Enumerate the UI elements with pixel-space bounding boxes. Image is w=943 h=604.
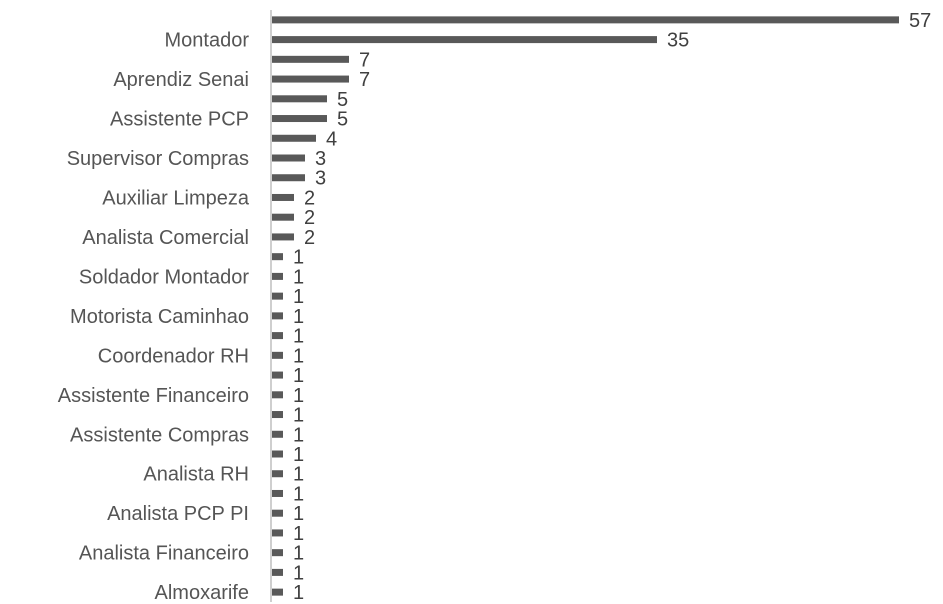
bar — [272, 509, 283, 517]
bar — [272, 16, 899, 24]
bar — [272, 233, 294, 241]
data-label: 3 — [315, 148, 326, 170]
data-label: 7 — [359, 49, 370, 71]
bar — [272, 253, 283, 261]
bar — [272, 332, 283, 340]
data-label: 1 — [293, 365, 304, 387]
bar — [272, 371, 283, 379]
bar — [272, 489, 283, 497]
bar — [272, 430, 283, 438]
category-label: Supervisor Compras — [67, 148, 249, 170]
data-label: 57 — [909, 10, 931, 32]
bar — [272, 75, 349, 83]
category-label: Coordenador RH — [98, 345, 249, 367]
bar — [272, 174, 305, 182]
data-label: 1 — [293, 266, 304, 288]
data-label: 1 — [293, 483, 304, 505]
data-label: 1 — [293, 385, 304, 407]
data-label: 2 — [304, 207, 315, 229]
data-label: 1 — [293, 286, 304, 308]
bar — [272, 272, 283, 280]
category-label: Analista PCP PI — [107, 503, 249, 525]
bar — [272, 55, 349, 63]
bar — [272, 134, 316, 142]
data-label: 1 — [293, 464, 304, 486]
data-label: 1 — [293, 405, 304, 427]
data-label: 1 — [293, 523, 304, 545]
category-label: Soldador Montador — [79, 266, 249, 288]
data-label: 4 — [326, 128, 337, 150]
bars-group — [272, 16, 899, 596]
data-label: 1 — [293, 444, 304, 466]
data-label: 1 — [293, 345, 304, 367]
data-label: 5 — [337, 109, 348, 131]
data-label: 2 — [304, 227, 315, 249]
bar — [272, 568, 283, 576]
data-label: 1 — [293, 247, 304, 269]
category-label: Almoxarife — [155, 582, 249, 604]
bar — [272, 292, 283, 300]
category-label: Assistente Financeiro — [58, 385, 249, 407]
bar — [272, 115, 327, 123]
bar — [272, 351, 283, 359]
bar — [272, 36, 657, 44]
data-label: 1 — [293, 326, 304, 348]
data-label: 1 — [293, 562, 304, 584]
category-label: Analista RH — [143, 464, 249, 486]
data-label: 1 — [293, 503, 304, 525]
bar — [272, 588, 283, 596]
bar — [272, 470, 283, 478]
data-label: 5 — [337, 89, 348, 111]
bar — [272, 95, 327, 103]
data-label: 3 — [315, 168, 326, 190]
category-label: Analista Financeiro — [79, 543, 249, 565]
data-label: 1 — [293, 582, 304, 604]
bar — [272, 154, 305, 162]
data-label: 1 — [293, 424, 304, 446]
category-label: Analista Comercial — [82, 227, 249, 249]
category-label: Motorista Caminhao — [70, 306, 249, 328]
category-label: Aprendiz Senai — [113, 69, 249, 91]
bar — [272, 213, 294, 221]
bar — [272, 450, 283, 458]
data-label: 35 — [667, 30, 689, 52]
bar — [272, 391, 283, 399]
data-label: 1 — [293, 306, 304, 328]
data-label: 1 — [293, 543, 304, 565]
bar — [272, 193, 294, 201]
data-label: 2 — [304, 187, 315, 209]
category-label: Montador — [165, 30, 250, 52]
bar — [272, 529, 283, 537]
data-label: 7 — [359, 69, 370, 91]
category-label: Assistente PCP — [110, 109, 249, 131]
category-label: Assistente Compras — [70, 424, 249, 446]
bar — [272, 312, 283, 320]
category-label: Auxiliar Limpeza — [102, 187, 250, 209]
category-labels-group: Montador Aprendiz Senai Assistente PCP Supe… — [58, 30, 250, 604]
bar — [272, 549, 283, 557]
bar — [272, 411, 283, 419]
